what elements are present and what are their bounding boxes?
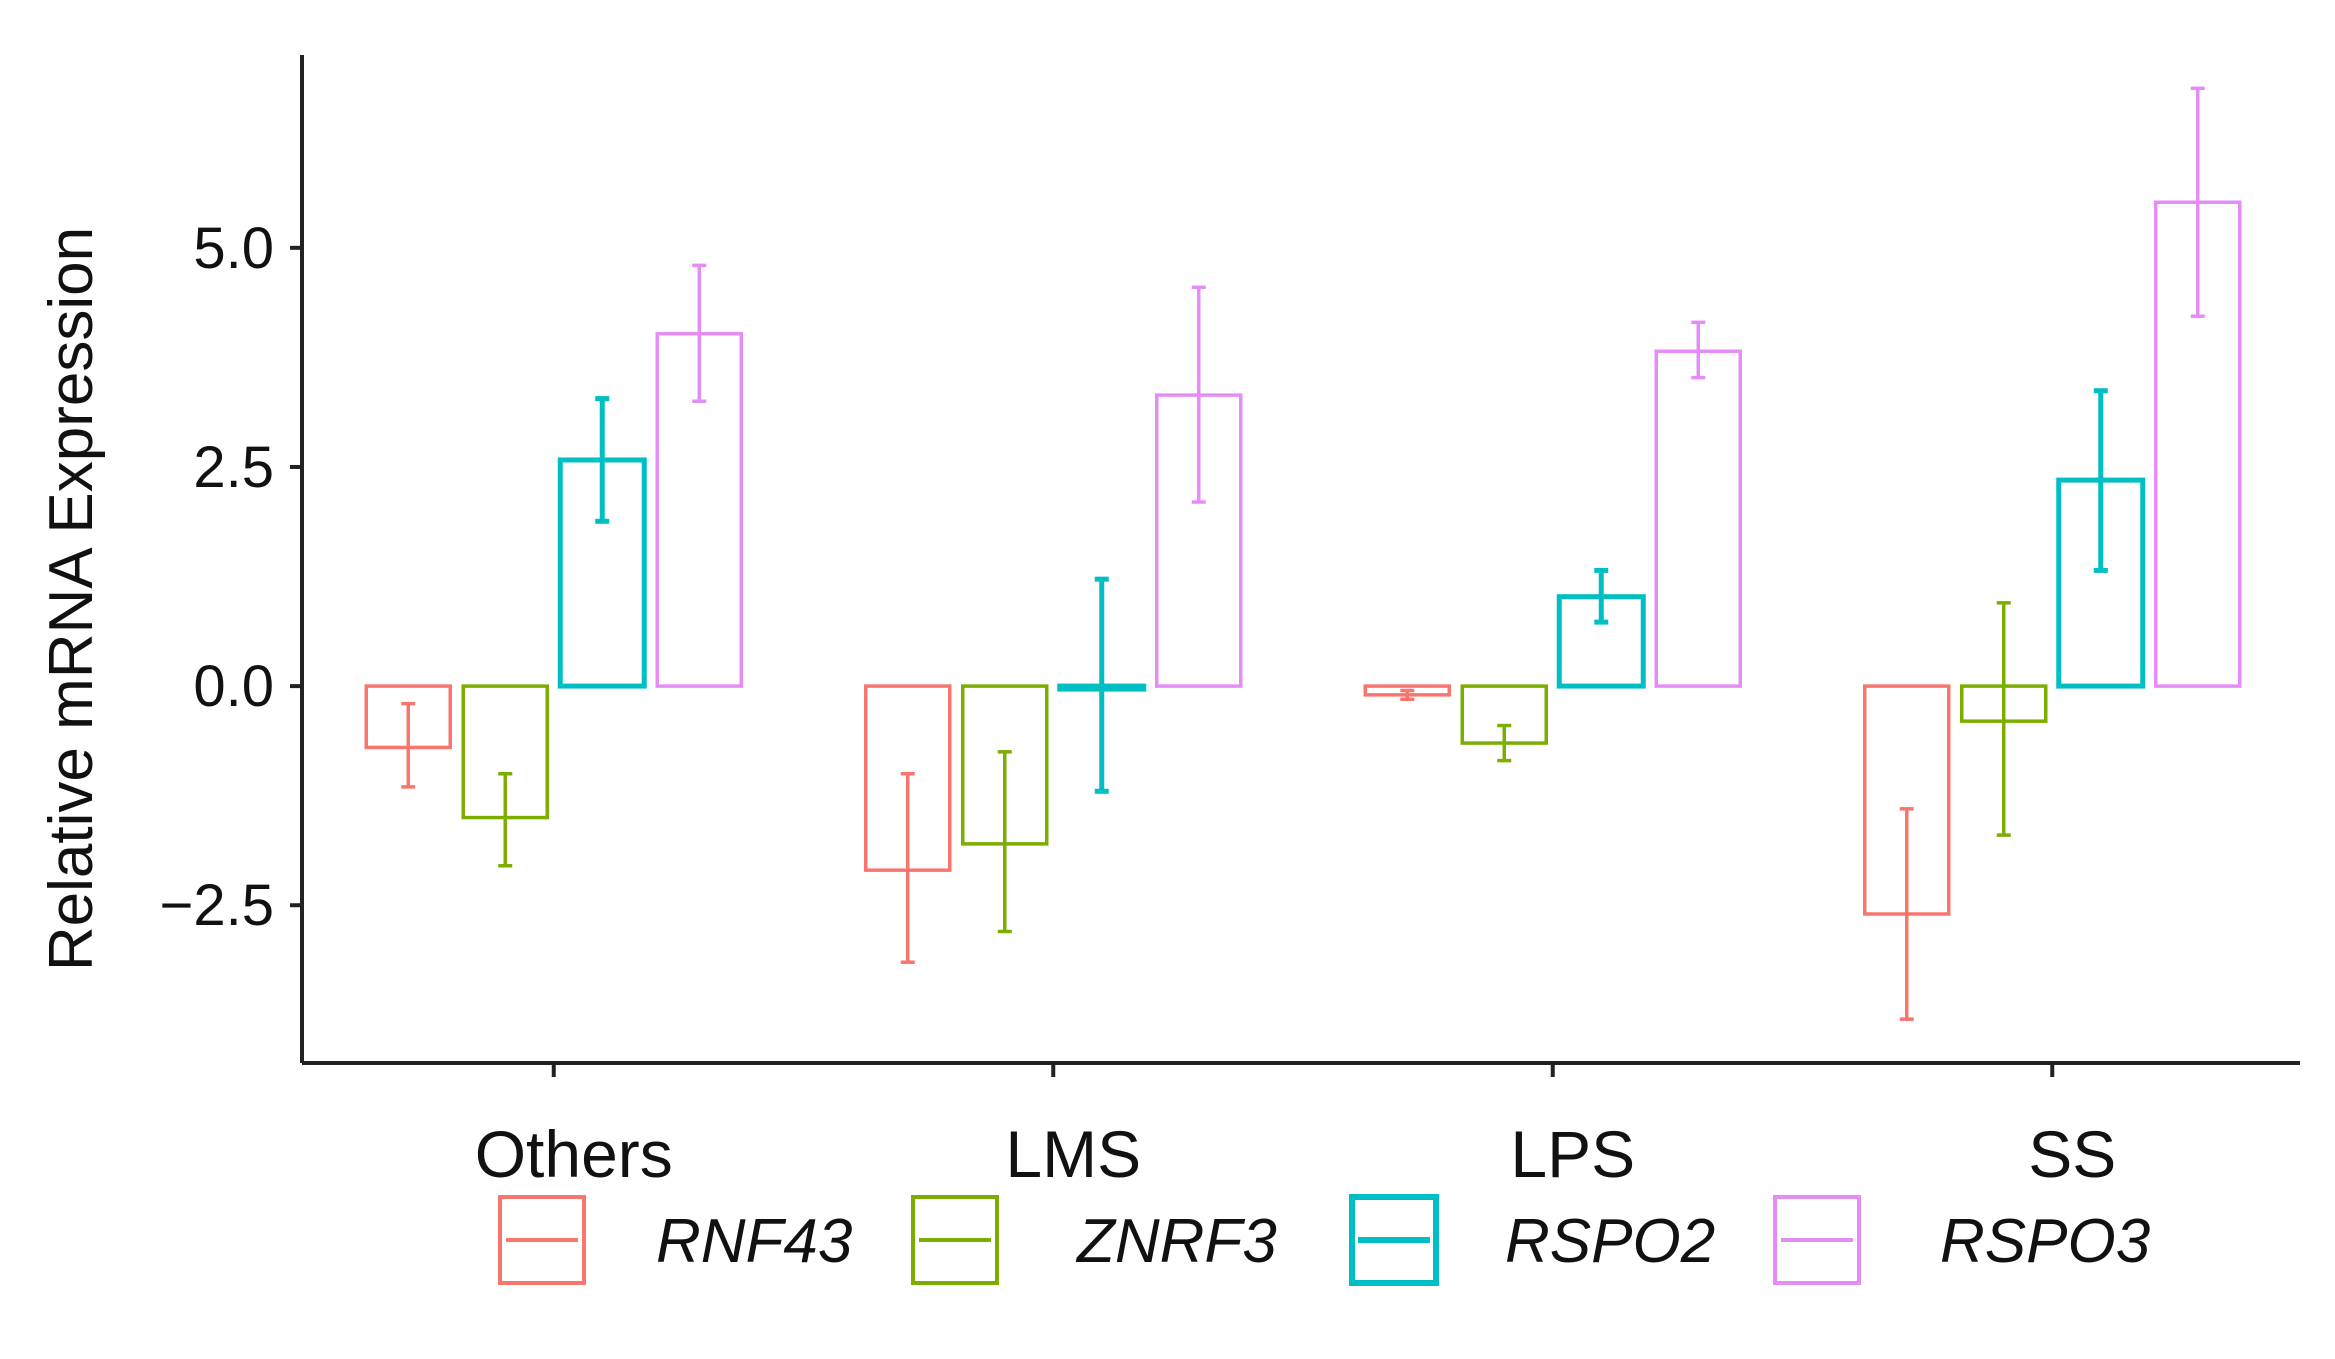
legend-item-rspo2: RSPO2: [1349, 1194, 1715, 1286]
error-bar-rnf43-others: [401, 701, 416, 789]
legend-item-znrf3: ZNRF3: [911, 1195, 1277, 1285]
error-bar-znrf3-lps: [1497, 723, 1512, 763]
legend-label-znrf3: ZNRF3: [1075, 1207, 1277, 1276]
x-category-label: LMS: [1005, 1117, 1141, 1191]
error-bar-rspo3-lps: [1691, 320, 1706, 380]
bars-layer: [364, 200, 2242, 916]
error-bar-rspo2-lms: [1094, 576, 1109, 794]
bar-rspo3-others: [655, 331, 743, 688]
x-category-label: LPS: [1510, 1117, 1635, 1191]
legend-item-rspo3: RSPO3: [1773, 1195, 2150, 1285]
y-tick-label: −2.5: [160, 873, 275, 938]
x-category-label: SS: [2028, 1117, 2116, 1191]
error-bar-znrf3-ss: [1996, 601, 2011, 837]
error-bar-rspo2-lps: [1594, 567, 1609, 625]
legend: RNF43 ZNRF3 RSPO2 RSPO3: [498, 1194, 2150, 1286]
error-bar-rspo2-others: [595, 396, 610, 524]
y-tick-label: 2.5: [193, 435, 274, 500]
error-bar-znrf3-others: [498, 771, 513, 868]
error-bar-znrf3-lms: [997, 750, 1012, 934]
error-bar-rnf43-lms: [900, 771, 915, 964]
error-bar-rnf43-ss: [1899, 807, 1914, 1021]
error-bars-layer: [401, 86, 2205, 1021]
y-axis-title: Relative mRNA Expression: [37, 227, 106, 971]
y-tick-label: 5.0: [193, 216, 274, 281]
legend-label-rspo2: RSPO2: [1505, 1207, 1715, 1276]
error-bar-rspo3-ss: [2190, 86, 2205, 318]
error-bar-rspo3-lms: [1191, 285, 1206, 504]
y-ticks: −2.5 0.0 2.5 5.0: [160, 216, 302, 938]
x-category-label: Others: [475, 1117, 673, 1191]
error-bar-rnf43-lps: [1400, 688, 1415, 701]
x-ticks: Others LMS LPS SS: [475, 1063, 2116, 1191]
error-bar-rspo3-others: [692, 263, 707, 403]
legend-label-rnf43: RNF43: [656, 1207, 852, 1276]
bar-rspo3-lps: [1654, 349, 1742, 688]
legend-label-rspo3: RSPO3: [1940, 1207, 2150, 1276]
y-tick-label: 0.0: [193, 654, 274, 719]
legend-item-rnf43: RNF43: [498, 1195, 852, 1285]
error-bar-rspo2-ss: [2093, 388, 2108, 573]
